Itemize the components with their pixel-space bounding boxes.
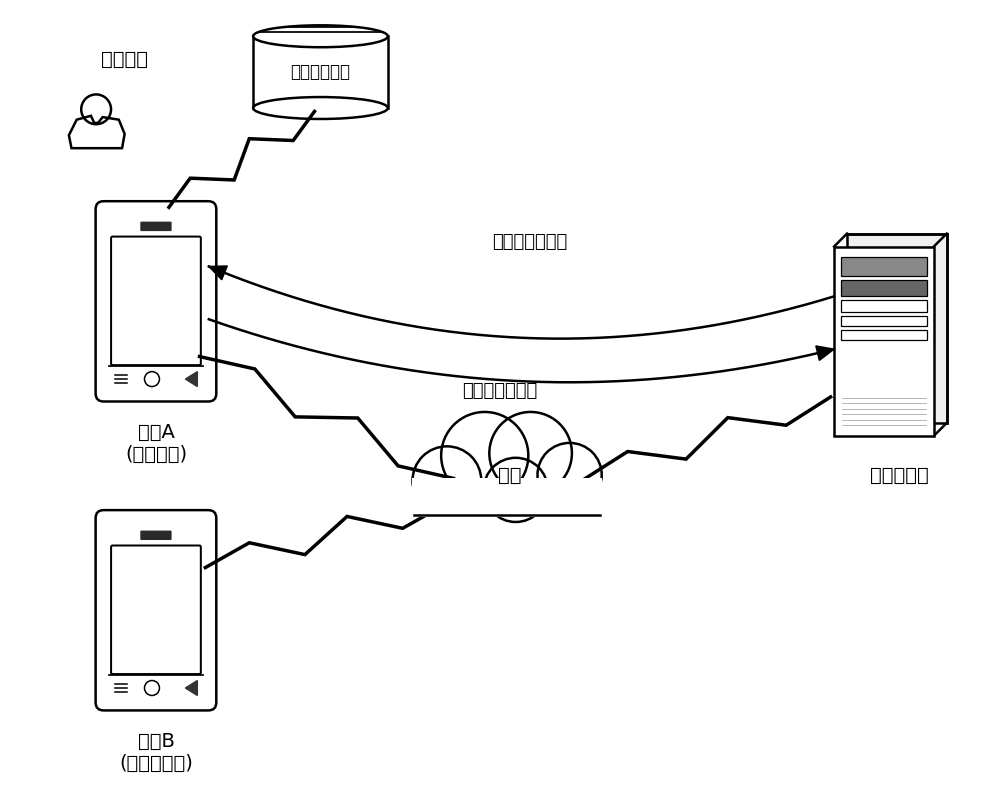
Bar: [841, 300, 927, 312]
Polygon shape: [816, 346, 834, 360]
FancyBboxPatch shape: [96, 510, 216, 710]
Bar: [841, 256, 927, 276]
Bar: [412, 478, 602, 517]
Ellipse shape: [253, 26, 388, 47]
FancyBboxPatch shape: [140, 222, 172, 231]
Text: 可信性分析结果: 可信性分析结果: [462, 382, 538, 400]
Polygon shape: [185, 681, 197, 695]
Circle shape: [537, 443, 602, 507]
Text: 可信性分析指令: 可信性分析指令: [492, 232, 568, 251]
Text: 手机A
(业务终端): 手机A (业务终端): [125, 423, 187, 464]
FancyBboxPatch shape: [140, 530, 172, 540]
Circle shape: [489, 412, 572, 494]
Text: 业务服务器: 业务服务器: [870, 465, 928, 485]
FancyBboxPatch shape: [111, 545, 201, 674]
Polygon shape: [185, 372, 197, 387]
Circle shape: [412, 446, 481, 515]
Text: 风险控制模型: 风险控制模型: [291, 63, 351, 81]
Bar: [253, 36, 388, 108]
Ellipse shape: [253, 97, 388, 119]
Circle shape: [441, 412, 528, 499]
Bar: [834, 247, 934, 436]
Ellipse shape: [253, 26, 388, 47]
Text: 网络: 网络: [498, 466, 522, 485]
FancyBboxPatch shape: [111, 236, 201, 365]
Text: 终端用户: 终端用户: [101, 50, 148, 69]
Polygon shape: [209, 266, 227, 280]
Bar: [841, 316, 927, 326]
Bar: [841, 330, 927, 340]
Text: 手机B
(第三方终端): 手机B (第三方终端): [119, 732, 193, 773]
Bar: [847, 234, 947, 423]
Circle shape: [484, 458, 548, 522]
FancyBboxPatch shape: [96, 201, 216, 401]
Bar: [841, 280, 927, 296]
